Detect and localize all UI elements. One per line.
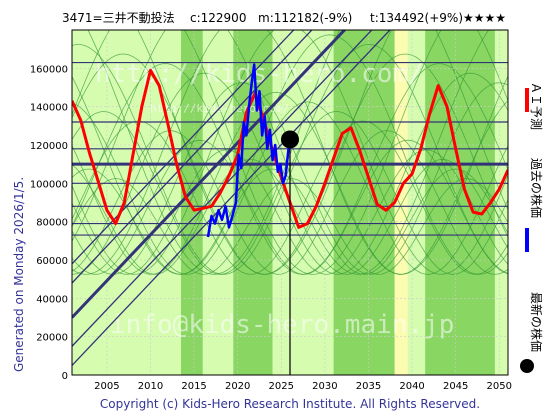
x-tick-2045: 2045 bbox=[443, 381, 468, 392]
trend-line-2 bbox=[72, 30, 373, 347]
fan-curve-9 bbox=[72, 91, 508, 275]
y-axis-ticks: 0 20000 40000 60000 80000 100000 120000 140000 1… bbox=[30, 64, 68, 382]
median-label: m:112182(-9%) bbox=[258, 11, 352, 25]
legend-label-history: 過去の株価 bbox=[529, 158, 544, 218]
ticker-label: 3471=三井不動投法 bbox=[62, 10, 175, 25]
y-tick-160000: 160000 bbox=[30, 64, 68, 75]
trend-line-0 bbox=[72, 30, 347, 319]
y-tick-80000: 80000 bbox=[36, 218, 68, 229]
legend-label-latest: 最新の株価 bbox=[529, 292, 544, 352]
rating-stars: ★★★★ bbox=[463, 11, 506, 25]
trend-line-1 bbox=[72, 30, 313, 284]
fan-band-4 bbox=[272, 30, 334, 375]
fan-curve-17 bbox=[72, 30, 508, 275]
generated-date-label: Generated on Monday 2026/1/5. bbox=[12, 177, 26, 372]
fan-curve-8 bbox=[72, 101, 508, 275]
x-tick-2050: 2050 bbox=[487, 381, 512, 392]
x-tick-2015: 2015 bbox=[181, 381, 206, 392]
watermark-email: info@kids-hero.main.jp bbox=[110, 310, 454, 340]
y-tick-120000: 120000 bbox=[30, 141, 68, 152]
fan-curve-16 bbox=[72, 30, 508, 275]
plot-area: http://kids-hero.com/http://kids-hero.co… bbox=[71, 29, 509, 376]
fan-band-7 bbox=[407, 30, 426, 375]
latest-price-marker bbox=[281, 130, 299, 149]
y-tick-100000: 100000 bbox=[30, 179, 68, 190]
x-tick-2025: 2025 bbox=[269, 381, 294, 392]
y-tick-20000: 20000 bbox=[36, 333, 68, 344]
legend-label-prediction: ＡＩ予測 bbox=[529, 82, 543, 130]
x-tick-2035: 2035 bbox=[356, 381, 381, 392]
fan-band-5 bbox=[333, 30, 395, 375]
x-tick-2020: 2020 bbox=[225, 381, 250, 392]
y-tick-0: 0 bbox=[62, 371, 68, 382]
y-tick-60000: 60000 bbox=[36, 256, 68, 267]
watermarks: http://kids-hero.com/http://kids-hero.co… bbox=[95, 59, 454, 340]
x-axis-ticks: 2005 2010 2015 2020 2025 2030 2035 2040 2045 2050 bbox=[94, 381, 512, 392]
legend-item-prediction: ＡＩ予測 bbox=[525, 82, 543, 130]
x-tick-2005: 2005 bbox=[94, 381, 119, 392]
y-tick-40000: 40000 bbox=[36, 294, 68, 305]
target-label: t:134492(+9%) bbox=[370, 11, 463, 25]
x-tick-2040: 2040 bbox=[399, 381, 424, 392]
history-line bbox=[206, 63, 292, 238]
plot-frame bbox=[71, 29, 509, 376]
trend-line-4 bbox=[72, 30, 295, 265]
x-tick-2030: 2030 bbox=[312, 381, 337, 392]
grid-lines bbox=[72, 30, 508, 376]
legend: ＡＩ予測 過去の株価 最新の株価 bbox=[520, 82, 544, 373]
series-layer bbox=[72, 63, 508, 375]
current-price-label: c:122900 bbox=[190, 11, 246, 25]
x-tick-2010: 2010 bbox=[138, 381, 163, 392]
legend-item-history: 過去の株価 bbox=[525, 158, 544, 252]
y-tick-140000: 140000 bbox=[30, 103, 68, 114]
fan-band-6 bbox=[394, 30, 408, 375]
fan-band-9 bbox=[494, 30, 508, 375]
legend-item-latest: 最新の株価 bbox=[520, 292, 544, 373]
copyright-footer: Copyright (c) Kids-Hero Research Institu… bbox=[100, 397, 480, 411]
legend-swatch-latest bbox=[520, 359, 534, 373]
fan-band-1 bbox=[181, 30, 203, 375]
